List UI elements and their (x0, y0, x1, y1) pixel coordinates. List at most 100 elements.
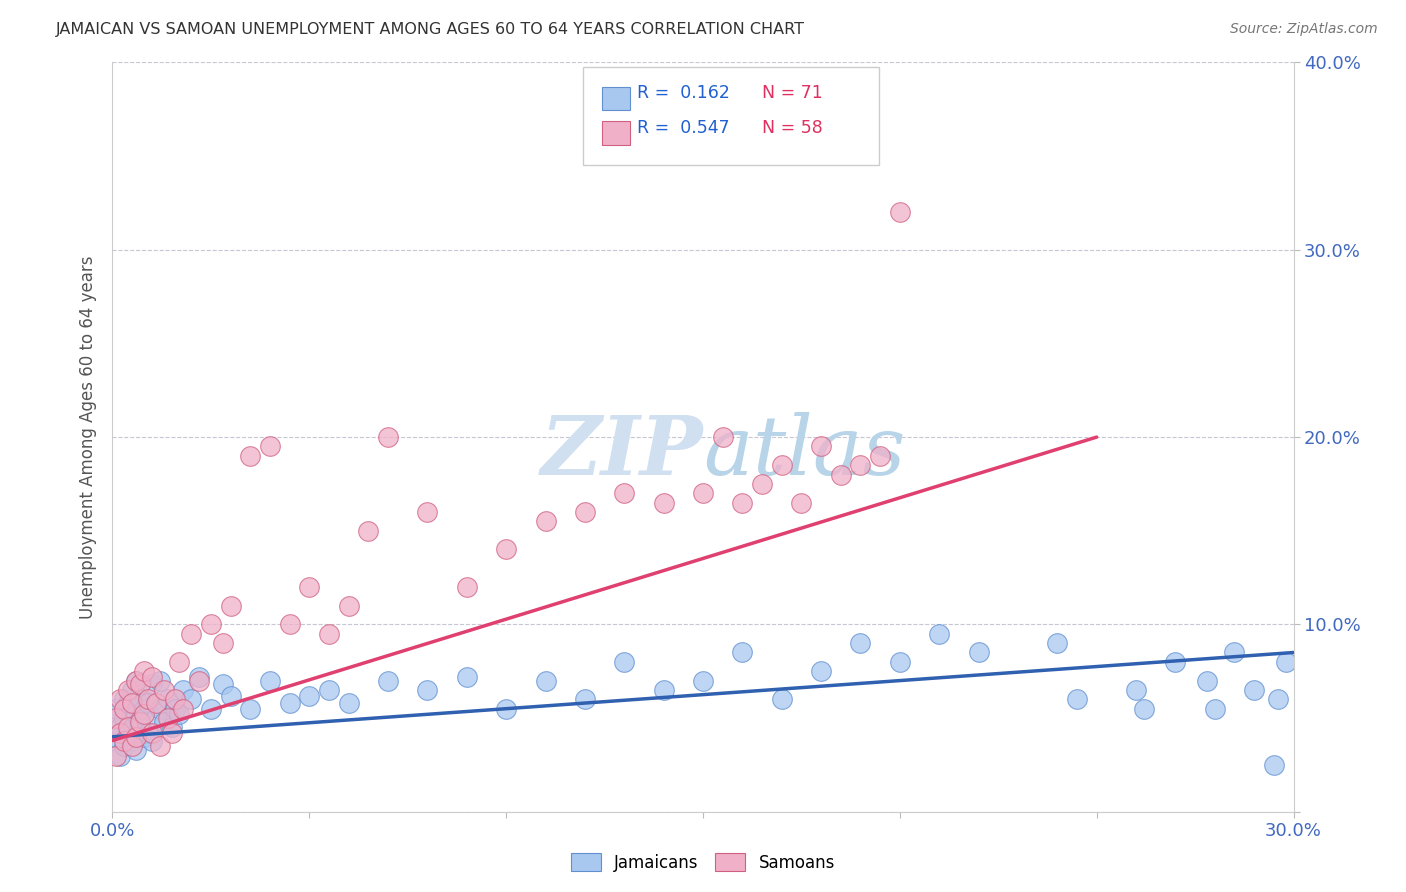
Point (889, 205, 911, 219)
Point (534, 673, 557, 688)
Point (160, 721, 183, 735)
Point (416, 683, 439, 698)
Point (165, 701, 187, 715)
Point (337, 599, 360, 613)
Point (456, 580, 478, 594)
Point (889, 655, 911, 669)
Y-axis label: Unemployment Among Ages 60 to 64 years: Unemployment Among Ages 60 to 64 years (79, 255, 97, 619)
Point (149, 739, 172, 753)
Point (1267, 692, 1289, 706)
Point (136, 726, 159, 740)
Point (928, 626, 950, 640)
Point (121, 739, 143, 753)
Point (172, 683, 194, 698)
Point (125, 707, 148, 722)
Point (259, 440, 281, 453)
Point (149, 701, 172, 715)
Point (121, 683, 143, 698)
Point (141, 670, 163, 684)
Point (211, 636, 233, 650)
Point (117, 683, 139, 698)
Point (188, 673, 211, 688)
Point (117, 696, 139, 710)
Point (117, 721, 139, 735)
Point (416, 505, 439, 519)
Text: ZIP: ZIP (540, 412, 703, 492)
Point (1066, 692, 1088, 706)
Point (692, 486, 714, 500)
Point (219, 689, 242, 703)
Legend: Jamaicans, Samoans: Jamaicans, Samoans (564, 847, 842, 879)
Point (1133, 701, 1156, 715)
Point (132, 730, 155, 744)
Point (145, 696, 167, 710)
Text: R =  0.162: R = 0.162 (637, 84, 730, 102)
Point (377, 673, 399, 688)
Point (298, 689, 321, 703)
Point (239, 449, 262, 463)
Point (110, 721, 132, 735)
Text: Source: ZipAtlas.com: Source: ZipAtlas.com (1230, 22, 1378, 37)
Point (613, 655, 636, 669)
Point (125, 743, 148, 757)
Point (180, 692, 202, 706)
Point (121, 696, 143, 710)
Point (495, 542, 517, 557)
Point (156, 711, 179, 725)
Point (112, 733, 135, 747)
Point (141, 733, 163, 747)
Point (278, 696, 301, 710)
Point (770, 692, 793, 706)
Point (169, 707, 191, 722)
Point (357, 524, 380, 538)
Point (156, 692, 179, 706)
Point (731, 646, 754, 660)
Point (112, 711, 135, 725)
Point (152, 714, 174, 729)
Point (211, 677, 233, 691)
Text: N = 71: N = 71 (762, 84, 823, 102)
Point (125, 673, 148, 688)
Point (172, 701, 194, 715)
Point (849, 636, 872, 650)
Point (110, 692, 132, 706)
Point (574, 505, 596, 519)
Point (105, 711, 128, 725)
Point (112, 739, 135, 753)
Point (456, 670, 478, 684)
Point (136, 692, 159, 706)
Point (259, 673, 281, 688)
Point (165, 692, 187, 706)
Point (377, 430, 399, 444)
Point (200, 617, 222, 632)
Point (1274, 655, 1296, 669)
Point (200, 701, 222, 715)
Point (132, 707, 155, 722)
Point (830, 467, 852, 482)
Point (129, 677, 152, 691)
Point (110, 748, 132, 763)
Point (652, 496, 675, 510)
Point (692, 673, 714, 688)
Point (652, 683, 675, 698)
Point (105, 730, 128, 744)
Point (125, 673, 148, 688)
Point (169, 655, 191, 669)
Point (337, 696, 360, 710)
Point (239, 701, 262, 715)
Point (495, 701, 517, 715)
Point (129, 714, 152, 729)
Text: R =  0.547: R = 0.547 (637, 119, 730, 136)
Point (125, 730, 148, 744)
Point (790, 496, 813, 510)
Point (534, 514, 557, 528)
Point (141, 726, 163, 740)
Point (613, 486, 636, 500)
Text: atlas: atlas (703, 412, 905, 492)
Point (132, 664, 155, 679)
Point (810, 664, 832, 679)
Point (160, 726, 183, 740)
Point (1243, 683, 1265, 698)
Point (136, 696, 159, 710)
Point (1125, 683, 1147, 698)
